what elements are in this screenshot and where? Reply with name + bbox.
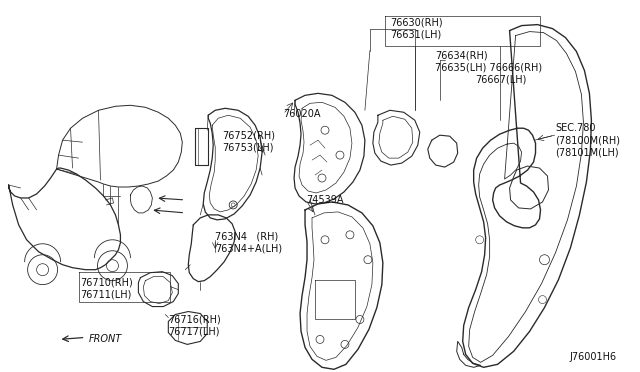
Text: 76667(LH): 76667(LH) (476, 74, 527, 84)
Text: (78101M(LH): (78101M(LH) (556, 147, 619, 157)
Text: 76717(LH): 76717(LH) (168, 327, 220, 336)
Text: 76631(LH): 76631(LH) (390, 29, 441, 39)
Text: 76635(LH) 76666(RH): 76635(LH) 76666(RH) (435, 62, 542, 73)
Text: FRONT: FRONT (88, 334, 122, 344)
Text: 76753(LH): 76753(LH) (222, 142, 274, 152)
Text: J76001H6: J76001H6 (570, 352, 616, 362)
Text: 76711(LH): 76711(LH) (81, 289, 132, 299)
Text: 76630(RH): 76630(RH) (390, 17, 442, 28)
Text: 74539A: 74539A (306, 195, 344, 205)
Text: 76020A: 76020A (283, 109, 321, 119)
Text: 763N4+A(LH): 763N4+A(LH) (215, 244, 282, 254)
Text: SEC.780: SEC.780 (556, 123, 596, 133)
Text: 76752(RH): 76752(RH) (222, 130, 275, 140)
Text: 76716(RH): 76716(RH) (168, 314, 221, 324)
Text: 76634(RH): 76634(RH) (435, 51, 488, 61)
Text: (78100M(RH): (78100M(RH) (556, 135, 621, 145)
Text: 76710(RH): 76710(RH) (81, 278, 133, 288)
Text: 763N4   (RH): 763N4 (RH) (215, 232, 278, 242)
